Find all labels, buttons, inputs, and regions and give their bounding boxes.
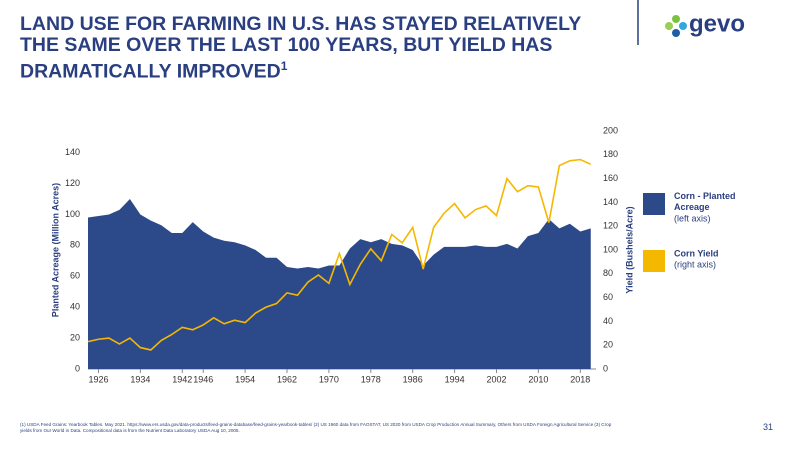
slide-title: LAND USE FOR FARMING IN U.S. HAS STAYED …	[20, 14, 620, 83]
y2-tick-label: 200	[603, 125, 618, 135]
y2-axis-label: Yield (Bushels/Acre)	[624, 206, 634, 293]
y2-tick-label: 120	[603, 221, 618, 231]
legend-label: Corn - Planted Acreage	[674, 191, 736, 212]
logo-icon	[665, 15, 687, 37]
y2-tick-label: 80	[603, 268, 613, 278]
y2-tick-label: 0	[603, 363, 608, 373]
y2-tick-label: 40	[603, 316, 613, 326]
title-footnote-mark: 1	[280, 59, 288, 73]
legend-swatch	[643, 250, 665, 272]
legend-note: (left axis)	[674, 213, 711, 223]
chart: gevo Planted Acreage (Million Acres) Yie…	[50, 0, 745, 384]
x-tick-label: 1942	[172, 374, 192, 384]
y-tick-label: 60	[70, 271, 80, 281]
x-tick-label: 1934	[130, 374, 150, 384]
footnote: (1) USDA Feed Grains: Yearbook Tables. M…	[20, 422, 612, 433]
y-axis-label: Planted Acreage (Million Acres)	[50, 183, 60, 317]
x-tick-label: 1986	[403, 374, 423, 384]
yield-line	[87, 158, 592, 351]
y2-tick-label: 160	[603, 173, 618, 183]
x-tick-label: 1954	[235, 374, 255, 384]
page-number: 31	[763, 422, 774, 432]
y2-tick-label: 20	[603, 340, 613, 350]
x-tick-label: 1946	[193, 374, 213, 384]
y-tick-label: 120	[65, 178, 80, 188]
legend-swatch	[643, 193, 665, 215]
x-tick-label: 1994	[445, 374, 465, 384]
x-tick-label: 1978	[361, 374, 381, 384]
y-tick-label: 0	[75, 363, 80, 373]
y-tick-label: 80	[70, 240, 80, 250]
x-tick-label: 2010	[528, 374, 548, 384]
y2-tick-label: 100	[603, 244, 618, 254]
logo-text: gevo	[689, 10, 745, 37]
x-tick-label: 1926	[88, 374, 108, 384]
x-tick-label: 1962	[277, 374, 297, 384]
y2-tick-label: 180	[603, 149, 618, 159]
legend-label: Corn Yield	[674, 248, 719, 258]
y-tick-label: 40	[70, 302, 80, 312]
x-tick-label: 2002	[486, 374, 506, 384]
x-tick-label: 2018	[570, 374, 590, 384]
y-tick-label: 100	[65, 209, 80, 219]
y-tick-label: 140	[65, 147, 80, 157]
acreage-area	[88, 199, 591, 369]
legend-note: (right axis)	[674, 259, 716, 269]
y2-tick-label: 60	[603, 292, 613, 302]
y2-tick-label: 140	[603, 197, 618, 207]
y-tick-label: 20	[70, 332, 80, 342]
title-text: LAND USE FOR FARMING IN U.S. HAS STAYED …	[20, 13, 581, 83]
x-tick-label: 1970	[319, 374, 339, 384]
